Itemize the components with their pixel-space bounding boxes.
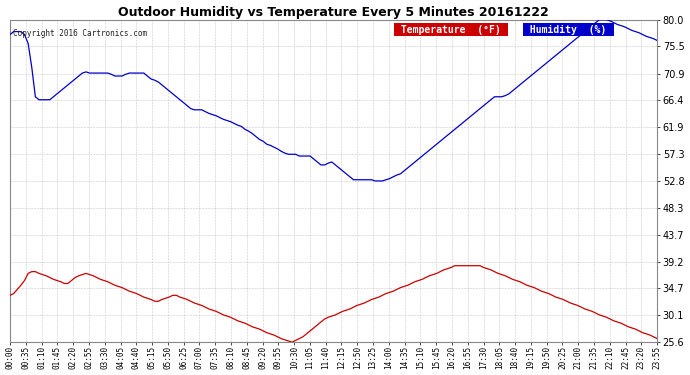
- Text: Copyright 2016 Cartronics.com: Copyright 2016 Cartronics.com: [13, 29, 148, 38]
- Text: Temperature  (°F): Temperature (°F): [395, 24, 506, 34]
- Title: Outdoor Humidity vs Temperature Every 5 Minutes 20161222: Outdoor Humidity vs Temperature Every 5 …: [118, 6, 549, 18]
- Text: Humidity  (%): Humidity (%): [524, 24, 613, 34]
